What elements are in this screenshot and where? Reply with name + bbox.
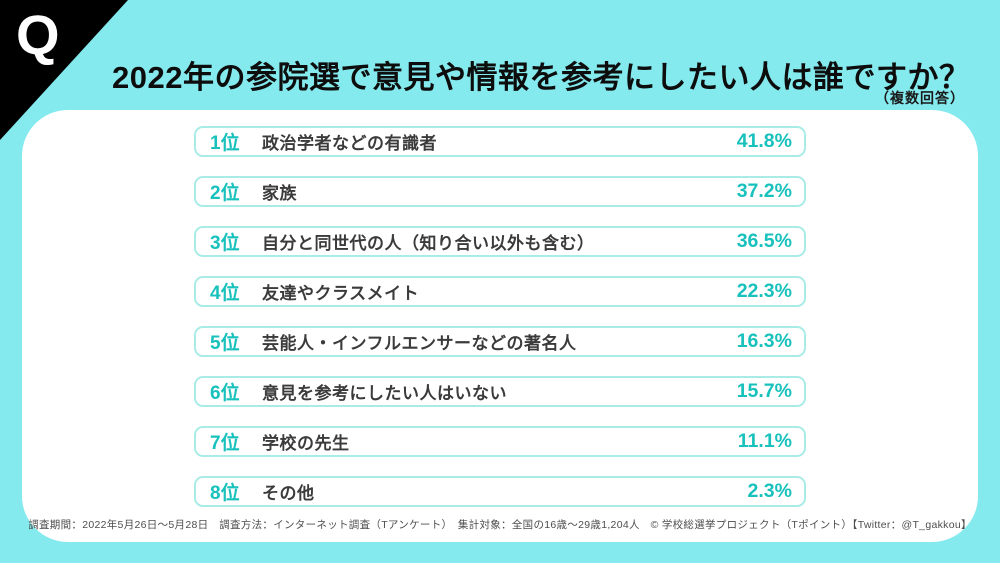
results-panel: 1位 政治学者などの有識者 41.8% 2位 家族 37.2% 3位 自分と同世…	[22, 110, 978, 542]
ranking-list: 1位 政治学者などの有識者 41.8% 2位 家族 37.2% 3位 自分と同世…	[194, 126, 806, 507]
rank-badge: 2位	[210, 183, 240, 204]
ranking-row-3: 3位 自分と同世代の人（知り合い以外も含む） 36.5%	[194, 226, 806, 257]
ranking-label: 学校の先生	[262, 434, 350, 453]
rank-badge: 8位	[210, 483, 240, 504]
ranking-row-8: 8位 その他 2.3%	[194, 476, 806, 507]
rank-badge: 1位	[210, 133, 240, 154]
ranking-value: 2.3%	[747, 480, 792, 502]
ranking-label: 政治学者などの有識者	[262, 134, 437, 153]
ranking-row-4: 4位 友達やクラスメイト 22.3%	[194, 276, 806, 307]
rank-badge: 7位	[210, 433, 240, 454]
ranking-label: その他	[262, 484, 315, 503]
ranking-label: 友達やクラスメイト	[262, 284, 420, 303]
ranking-value: 15.7%	[736, 380, 792, 402]
ranking-label: 家族	[262, 184, 297, 203]
survey-methodology-note: 調査期間：2022年5月26日～5月28日 調査方法：インターネット調査（Tアン…	[28, 519, 972, 531]
ranking-row-7: 7位 学校の先生 11.1%	[194, 426, 806, 457]
ranking-value: 16.3%	[736, 330, 792, 352]
ranking-value: 36.5%	[736, 230, 792, 252]
ranking-value: 41.8%	[736, 130, 792, 152]
ranking-label: 自分と同世代の人（知り合い以外も含む）	[262, 234, 595, 253]
ranking-label: 意見を参考にしたい人はいない	[262, 384, 507, 403]
ranking-value: 11.1%	[737, 430, 792, 452]
page-title: 2022年の参院選で意見や情報を参考にしたい人は誰ですか？	[112, 59, 971, 95]
ranking-row-5: 5位 芸能人・インフルエンサーなどの著名人 16.3%	[194, 326, 806, 357]
multiple-answers-note: （複数回答）	[875, 90, 965, 106]
ranking-value: 37.2%	[736, 180, 792, 202]
ranking-label: 芸能人・インフルエンサーなどの著名人	[262, 334, 577, 353]
rank-badge: 3位	[210, 233, 240, 254]
question-mark-badge: Q	[16, 3, 60, 66]
rank-badge: 5位	[210, 333, 240, 354]
ranking-value: 22.3%	[736, 280, 792, 302]
rank-badge: 4位	[210, 283, 240, 304]
ranking-row-6: 6位 意見を参考にしたい人はいない 15.7%	[194, 376, 806, 407]
rank-badge: 6位	[210, 383, 240, 404]
ranking-row-2: 2位 家族 37.2%	[194, 176, 806, 207]
ranking-row-1: 1位 政治学者などの有識者 41.8%	[194, 126, 806, 157]
